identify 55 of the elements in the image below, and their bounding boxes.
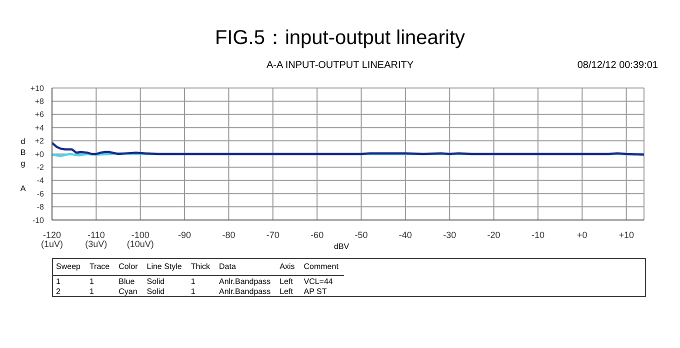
- text: dBg A: [20, 137, 26, 193]
- x-tick-label: -60: [310, 230, 324, 240]
- y-tick-label: -2: [36, 163, 45, 172]
- y-tick-label: +0: [34, 150, 45, 159]
- text: Trace: [88, 261, 111, 273]
- text: Left: [278, 286, 294, 296]
- x-tick-label: -100 (10uV): [126, 230, 154, 249]
- text: Color: [118, 261, 139, 273]
- text: Data: [218, 261, 237, 273]
- text: Solid: [146, 276, 166, 286]
- x-tick-label: -50: [354, 230, 368, 240]
- x-tick-label: -20: [487, 230, 500, 240]
- chart-title: FIG.5：input-output linearity: [214, 26, 466, 51]
- text: 1: [55, 276, 62, 286]
- text: Cyan: [118, 286, 138, 296]
- text: 1: [88, 286, 95, 296]
- text: 2: [55, 286, 62, 296]
- chart-subtitle: A-A INPUT-OUTPUT LINEARITY: [266, 60, 414, 71]
- x-tick-label: -30: [443, 230, 456, 240]
- text: Solid: [146, 286, 166, 296]
- text: Anlr.Bandpass: [218, 276, 272, 286]
- text: Line Style: [146, 261, 183, 273]
- x-tick-label: -80: [222, 230, 236, 240]
- text: Thick: [190, 261, 212, 273]
- text: 1: [190, 276, 196, 286]
- text: Anlr.Bandpass: [218, 286, 272, 296]
- text: AP ST: [302, 286, 328, 296]
- text: Axis: [278, 261, 296, 273]
- x-tick-label: -70: [266, 230, 280, 240]
- text: 08/12/12 00:39:01: [577, 60, 658, 71]
- x-tick-label: +10: [618, 230, 634, 240]
- x-tick-label: -40: [398, 230, 412, 240]
- x-tick-label: -110 (3uV): [85, 230, 108, 249]
- y-tick-label: +10: [30, 84, 45, 93]
- x-tick-label: -10: [531, 230, 544, 240]
- y-tick-label: -4: [36, 176, 45, 186]
- text: Comment: [302, 261, 340, 273]
- text: Sweep: [55, 261, 82, 273]
- text: Left: [278, 276, 294, 286]
- y-tick-label: -6: [36, 189, 45, 198]
- x-tick-label: -120 (1uV): [40, 230, 64, 249]
- text: Blue: [118, 276, 136, 286]
- y-tick-label: +4: [34, 123, 45, 132]
- x-tick-label: +0: [577, 230, 588, 240]
- y-tick-label: -8: [36, 202, 45, 212]
- y-tick-label: -10: [32, 216, 45, 225]
- y-tick-label: +2: [34, 136, 45, 146]
- y-tick-label: +8: [34, 97, 45, 106]
- text: VCL=44: [302, 276, 334, 286]
- x-tick-label: -90: [178, 230, 192, 240]
- line-series: [52, 142, 644, 156]
- y-tick-label: +6: [34, 110, 45, 120]
- text: 1: [88, 276, 95, 286]
- x-axis-title: dBV: [334, 242, 350, 251]
- text: 1: [190, 286, 196, 296]
